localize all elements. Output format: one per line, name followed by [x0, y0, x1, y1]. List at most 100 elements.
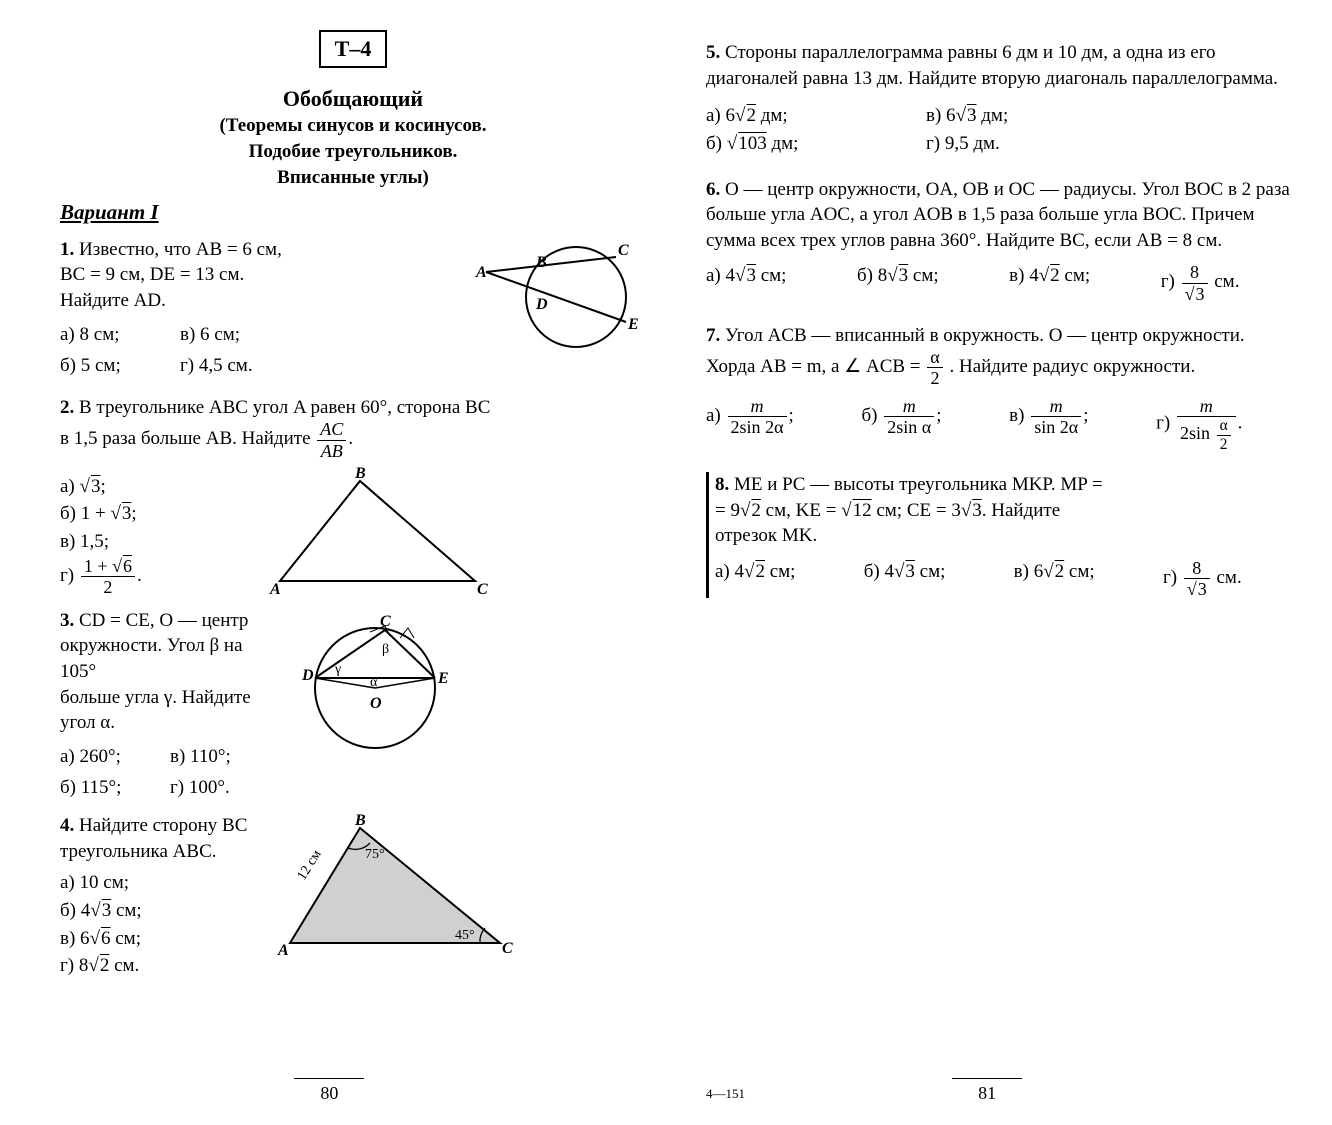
p3-label-beta: β: [382, 642, 389, 657]
page-number-right: 81: [952, 1078, 1022, 1105]
p3-g: г) 100°.: [170, 775, 260, 801]
p8-v: в) 6√2 см;: [1014, 559, 1145, 598]
badge: Т–4: [319, 30, 388, 68]
p1-figure: A B C D E: [456, 237, 646, 381]
problem-4: 4. Найдите сторону BC треугольника ABC. …: [60, 813, 646, 981]
p5-v: в) 6√3 дм;: [926, 103, 1126, 129]
p3-label-D: D: [301, 667, 314, 684]
page-number-left: 80: [294, 1078, 364, 1105]
p1-answers: а) 8 см; в) 6 см; б) 5 см; г) 4,5 см.: [60, 320, 280, 381]
p7-answers: а) m2sin 2α; б) m2sin α; в) msin 2α; г) …: [706, 397, 1292, 452]
title-sub-2: Подобие треугольников.: [60, 139, 646, 165]
p1-line2: BC = 9 см, DE = 13 см.: [60, 264, 244, 285]
p4-text: 4. Найдите сторону BC треугольника ABC. …: [60, 813, 260, 981]
p1-label-C: C: [618, 242, 629, 259]
footer-code: 4—151: [706, 1085, 745, 1103]
right-page: 5. Стороны параллелограмма равны 6 дм и …: [706, 30, 1292, 1105]
p2-label-C: C: [477, 581, 488, 596]
p4-label-C: C: [502, 940, 513, 957]
p5-g: г) 9,5 дм.: [926, 131, 1126, 157]
p6-num: 6.: [706, 179, 720, 200]
p4-label-75: 75°: [365, 847, 385, 862]
p8-l2: = 9√2 см, KE = √12 см; CE = 3√3. Найдите: [715, 500, 1060, 521]
p2-line2-pre: в 1,5 раза больше AB. Найдите: [60, 428, 315, 449]
p3-l3: больше угла γ. Найдите: [60, 687, 251, 708]
p1-label-E: E: [627, 316, 639, 333]
p6-g: г) 8√3 см.: [1161, 263, 1292, 302]
p4-b: б) 4√3 см;: [60, 898, 260, 924]
p7-num: 7.: [706, 325, 720, 346]
p7-text-frac: α 2: [927, 348, 942, 387]
p4-v: в) 6√6 см;: [60, 926, 260, 952]
p1-line3: Найдите AD.: [60, 290, 166, 311]
p3-figure: C D E O α β γ: [290, 608, 460, 803]
p5-answers: а) 6√2 дм; в) 6√3 дм; б) √103 дм; г) 9,5…: [706, 103, 1126, 156]
p1-b: б) 5 см;: [60, 353, 160, 379]
p4-a: а) 10 см;: [60, 870, 260, 896]
problem-7: 7. Угол ACB — вписанный в окружность. O …: [706, 323, 1292, 452]
p2-frac-n: AC: [317, 420, 346, 440]
p7-text-post: . Найдите радиус окружности.: [949, 356, 1195, 377]
p1-label-B: B: [535, 254, 547, 271]
problem-5: 5. Стороны параллелограмма равны 6 дм и …: [706, 40, 1292, 157]
p8-l3: отрезок MK.: [715, 525, 817, 546]
p3-label-gamma: γ: [334, 662, 341, 677]
p2-g: г) 1 + √6 2 .: [60, 557, 240, 596]
p3-label-E: E: [437, 670, 449, 687]
p4-label-side: 12 см: [295, 848, 325, 884]
p2-v: в) 1,5;: [60, 529, 240, 555]
p3-answers: а) 260°; в) 110°; б) 115°; г) 100°.: [60, 742, 260, 803]
page-spread: Т–4 Обобщающий (Теоремы синусов и косину…: [0, 0, 1332, 1125]
p8-g: г) 8√3 см.: [1163, 559, 1292, 598]
p1-v: в) 6 см;: [180, 322, 280, 348]
p1-label-A: A: [475, 264, 487, 281]
p4-g: г) 8√2 см.: [60, 953, 260, 979]
p4-l2: треугольника ABC.: [60, 841, 217, 862]
p2-figure: A B C: [260, 466, 490, 598]
p1-line1: Известно, что AB = 6 см,: [79, 239, 282, 260]
p4-label-A: A: [277, 942, 289, 959]
problem-3: 3. CD = CE, O — центр окружности. Угол β…: [60, 608, 646, 803]
p6-answers: а) 4√3 см; б) 8√3 см; в) 4√2 см; г) 8√3 …: [706, 263, 1292, 302]
title-sub-3: Вписанные углы): [60, 165, 646, 191]
p1-label-D: D: [535, 296, 548, 313]
p2-frac: AC AB: [317, 420, 346, 459]
p7-a: а) m2sin 2α;: [706, 397, 843, 452]
p2-a: а) √3;: [60, 474, 240, 500]
p2-label-A: A: [269, 581, 281, 596]
p1-g: г) 4,5 см.: [180, 353, 280, 379]
p3-l1: CD = CE, O — центр: [79, 610, 248, 631]
p2-num: 2.: [60, 397, 74, 418]
problem-6: 6. O — центр окружности, OA, OB и OC — р…: [706, 177, 1292, 303]
problem-8: 8. ME и PC — высоты треугольника MKP. MP…: [706, 472, 1292, 598]
p7-g: г) m 2sin α2 .: [1156, 397, 1292, 452]
p8-answers: а) 4√2 см; б) 4√3 см; в) 6√2 см; г) 8√3 …: [715, 559, 1292, 598]
p6-b: б) 8√3 см;: [857, 263, 991, 302]
p2-line1: В треугольнике ABC угол A равен 60°, сто…: [79, 397, 490, 418]
p8-num: 8.: [715, 474, 729, 495]
title-main: Обобщающий: [60, 84, 646, 114]
p3-a: а) 260°;: [60, 744, 150, 770]
p3-label-C: C: [380, 613, 391, 630]
p5-num: 5.: [706, 42, 720, 63]
header-block: Т–4 Обобщающий (Теоремы синусов и косину…: [60, 30, 646, 190]
p3-num: 3.: [60, 610, 74, 631]
p8-a: а) 4√2 см;: [715, 559, 846, 598]
p3-v: в) 110°;: [170, 744, 260, 770]
p5-text: Стороны параллелограмма равны 6 дм и 10 …: [706, 42, 1278, 89]
left-page: Т–4 Обобщающий (Теоремы синусов и косину…: [60, 30, 646, 1105]
p8-b: б) 4√3 см;: [864, 559, 996, 598]
p3-label-O: O: [370, 695, 382, 712]
p4-figure: A B C 12 см 75° 45°: [270, 813, 520, 981]
p2-frac-d: AB: [317, 441, 346, 460]
p3-l4: угол α.: [60, 712, 115, 733]
p4-label-45: 45°: [455, 928, 475, 943]
p7-b: б) m2sin α;: [861, 397, 991, 452]
p8-l1: ME и PC — высоты треугольника MKP. MP =: [734, 474, 1103, 495]
p3-text: 3. CD = CE, O — центр окружности. Угол β…: [60, 608, 280, 803]
p2-answers: а) √3; б) 1 + √3; в) 1,5; г) 1 + √6 2 .: [60, 472, 240, 598]
p6-v: в) 4√2 см;: [1009, 263, 1143, 302]
p6-a: а) 4√3 см;: [706, 263, 839, 302]
variant-label: Вариант I: [60, 198, 646, 226]
p5-b: б) √103 дм;: [706, 131, 906, 157]
